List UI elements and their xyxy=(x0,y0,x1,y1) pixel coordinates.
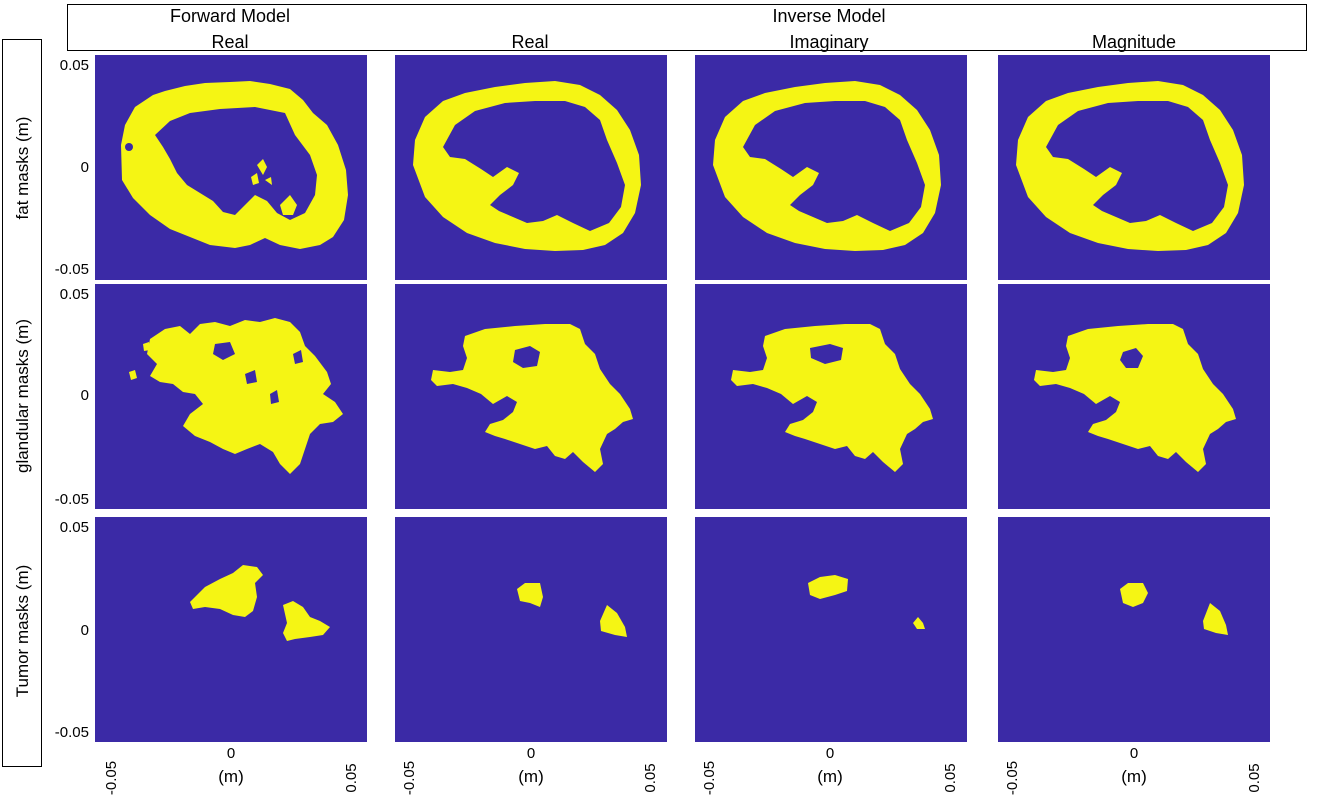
xtick-col2-right: 0.05 xyxy=(642,763,659,793)
column-title-forward-real: Real xyxy=(211,32,249,52)
panel-fat-forward-real xyxy=(95,55,367,280)
xunit-col4: (m) xyxy=(1121,767,1147,786)
column-title-inverse-real: Real xyxy=(511,32,549,52)
xunit-col3: (m) xyxy=(817,767,843,786)
xunit-col2: (m) xyxy=(518,767,544,786)
panel-fat-inverse-magnitude xyxy=(998,55,1270,280)
ytick-row3-bot: -0.05 xyxy=(54,724,89,741)
xtick-col3-right: 0.05 xyxy=(942,763,959,793)
xtick-col1-mid: 0 xyxy=(226,745,236,762)
panel-glandular-inverse-imaginary xyxy=(695,284,967,509)
xtick-col1-left: -0.05 xyxy=(103,760,120,796)
ytick-row1-mid: 0 xyxy=(80,159,89,176)
row-label-tumor: Tumor masks (m) xyxy=(13,564,32,698)
xtick-col3-mid: 0 xyxy=(825,745,835,762)
ytick-row1-top: 0.05 xyxy=(59,57,89,74)
forward-model-title: Forward Model xyxy=(169,6,291,26)
panel-tumor-forward-real xyxy=(95,517,367,742)
panel-tumor-inverse-magnitude xyxy=(998,517,1270,742)
inverse-model-title: Inverse Model xyxy=(772,6,886,26)
column-title-inverse-imaginary: Imaginary xyxy=(789,32,869,52)
ytick-row2-mid: 0 xyxy=(80,387,89,404)
xtick-col2-left: -0.05 xyxy=(401,760,418,796)
xtick-col1-right: 0.05 xyxy=(343,763,360,793)
xtick-col4-right: 0.05 xyxy=(1246,763,1263,793)
panel-glandular-forward-real xyxy=(95,284,367,509)
panel-glandular-inverse-magnitude xyxy=(998,284,1270,509)
panel-tumor-inverse-real xyxy=(395,517,667,742)
column-title-inverse-magnitude: Magnitude xyxy=(1091,32,1177,52)
panel-fat-inverse-imaginary xyxy=(695,55,967,280)
ytick-row2-bot: -0.05 xyxy=(54,491,89,508)
ytick-row3-top: 0.05 xyxy=(59,519,89,536)
panel-fat-inverse-real xyxy=(395,55,667,280)
ytick-row2-top: 0.05 xyxy=(59,286,89,303)
xtick-col2-mid: 0 xyxy=(526,745,536,762)
ytick-row3-mid: 0 xyxy=(80,622,89,639)
row-label-box xyxy=(2,39,42,767)
column-header-box xyxy=(67,4,1307,51)
xunit-col1: (m) xyxy=(218,767,244,786)
row-label-fat: fat masks (m) xyxy=(13,116,32,220)
row-label-glandular: glandular masks (m) xyxy=(13,319,32,473)
ytick-row1-bot: -0.05 xyxy=(54,261,89,278)
xtick-col4-left: -0.05 xyxy=(1004,760,1021,796)
panel-glandular-inverse-real xyxy=(395,284,667,509)
xtick-col4-mid: 0 xyxy=(1129,745,1139,762)
panel-tumor-inverse-imaginary xyxy=(695,517,967,742)
xtick-col3-left: -0.05 xyxy=(701,760,718,796)
